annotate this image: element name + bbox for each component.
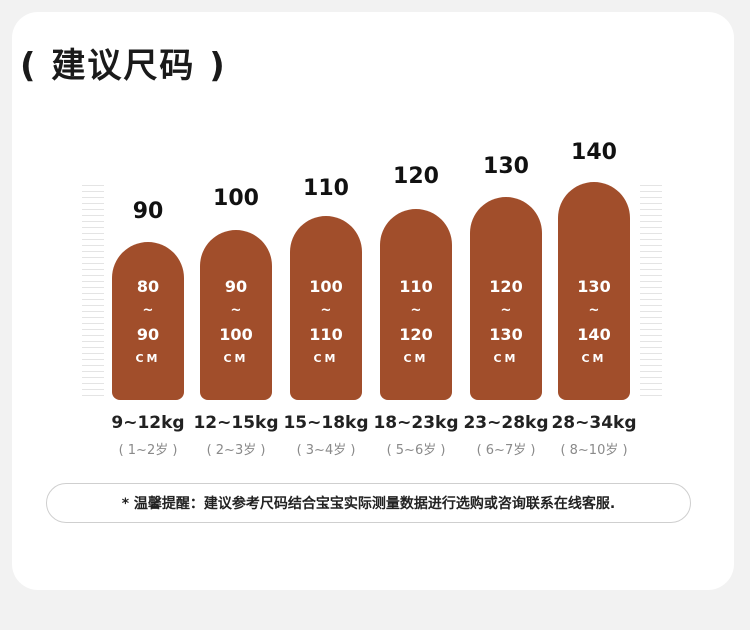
range-unit: CM [403, 352, 429, 365]
range-to: 100 [219, 325, 253, 344]
weight-label: 23~28kg [463, 413, 549, 433]
range-to: 140 [577, 325, 611, 344]
range-from: 130 [577, 277, 611, 296]
age-label: ( 1~2岁 ) [118, 443, 178, 458]
range-tilde: ~ [500, 303, 512, 318]
range-to: 120 [399, 325, 433, 344]
reminder-note: * 温馨提醒：建议参考尺码结合宝宝实际测量数据进行选购或咨询联系在线客服. [46, 483, 691, 523]
ruler-left-decoration [82, 185, 104, 400]
range-tilde: ~ [410, 303, 422, 318]
age-label: ( 6~7岁 ) [476, 443, 536, 458]
height-range-bar: 110 ~ 120 CM [380, 209, 452, 400]
weight-label: 15~18kg [283, 413, 369, 433]
range-from: 90 [224, 277, 248, 296]
age-label: ( 8~10岁 ) [560, 443, 628, 458]
range-unit: CM [223, 352, 249, 365]
size-label: 140 [571, 140, 617, 165]
weight-label: 9~12kg [111, 413, 185, 433]
range-unit: CM [135, 352, 161, 365]
weight-label: 18~23kg [373, 413, 459, 433]
size-label: 120 [393, 164, 439, 189]
range-from: 110 [399, 277, 433, 296]
size-label: 90 [132, 199, 164, 224]
range-unit: CM [581, 352, 607, 365]
ruler-right-decoration [640, 185, 662, 400]
size-column-130: 130 120 ~ 130 CM [470, 150, 542, 400]
range-from: 120 [489, 277, 523, 296]
size-label: 130 [483, 154, 529, 179]
size-column-110: 110 100 ~ 110 CM [290, 172, 362, 400]
range-from: 80 [136, 277, 160, 296]
size-column-140: 140 130 ~ 140 CM [558, 136, 630, 400]
range-from: 100 [309, 277, 343, 296]
range-unit: CM [313, 352, 339, 365]
age-label: ( 5~6岁 ) [386, 443, 446, 458]
range-tilde: ~ [230, 303, 242, 318]
size-label: 100 [213, 186, 259, 211]
weight-label: 28~34kg [551, 413, 637, 433]
height-range-bar: 90 ~ 100 CM [200, 230, 272, 400]
size-label: 110 [303, 176, 349, 201]
range-tilde: ~ [320, 303, 332, 318]
size-column-90: 90 80 ~ 90 CM [112, 195, 184, 400]
age-label: ( 3~4岁 ) [296, 443, 356, 458]
range-to: 90 [136, 325, 160, 344]
age-label: ( 2~3岁 ) [206, 443, 266, 458]
range-to: 110 [309, 325, 343, 344]
size-column-100: 100 90 ~ 100 CM [200, 182, 272, 400]
range-tilde: ~ [588, 303, 600, 318]
size-column-120: 120 110 ~ 120 CM [380, 160, 452, 400]
range-tilde: ~ [142, 303, 154, 318]
height-range-bar: 100 ~ 110 CM [290, 216, 362, 400]
height-range-bar: 120 ~ 130 CM [470, 197, 542, 400]
weight-label: 12~15kg [193, 413, 279, 433]
range-unit: CM [493, 352, 519, 365]
range-to: 130 [489, 325, 523, 344]
page-title: ( 建议尺码 ) [20, 46, 227, 86]
height-range-bar: 80 ~ 90 CM [112, 242, 184, 400]
height-range-bar: 130 ~ 140 CM [558, 182, 630, 400]
